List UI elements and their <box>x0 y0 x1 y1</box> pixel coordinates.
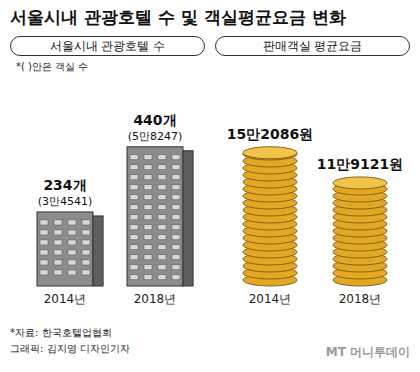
html-text:서울시내 관광호텔 수: 서울시내 관광호텔 수 <box>49 39 166 53</box>
svg-text:440개: 440개 <box>133 112 176 128</box>
html-text:서울시내 관광호텔 수 및 객실평균요금 변화: 서울시내 관광호텔 수 및 객실평균요금 변화 <box>10 7 346 27</box>
html-text:판매객실 평균요금: 판매객실 평균요금 <box>262 39 363 53</box>
html-text:*( )안은 객실 수: *( )안은 객실 수 <box>16 61 89 72</box>
html-text:MT 머니투데이: MT 머니투데이 <box>325 345 410 359</box>
html-text:그래픽: 김지영 디자인기자: 그래픽: 김지영 디자인기자 <box>10 343 130 354</box>
svg-text:(5만8247): (5만8247) <box>128 130 183 143</box>
svg-text:2014년: 2014년 <box>249 292 292 306</box>
svg-text:234개: 234개 <box>43 177 86 193</box>
html-text:*자료: 한국호텔업협회: *자료: 한국호텔업협회 <box>10 327 112 338</box>
svg-text:15만2086원: 15만2086원 <box>227 126 313 142</box>
svg-text:2018년: 2018년 <box>339 292 382 306</box>
svg-text:2014년: 2014년 <box>44 292 87 306</box>
svg-text:2018년: 2018년 <box>134 292 177 306</box>
svg-text:11만9121원: 11만9121원 <box>317 156 403 172</box>
svg-text:(3만4541): (3만4541) <box>38 195 93 208</box>
